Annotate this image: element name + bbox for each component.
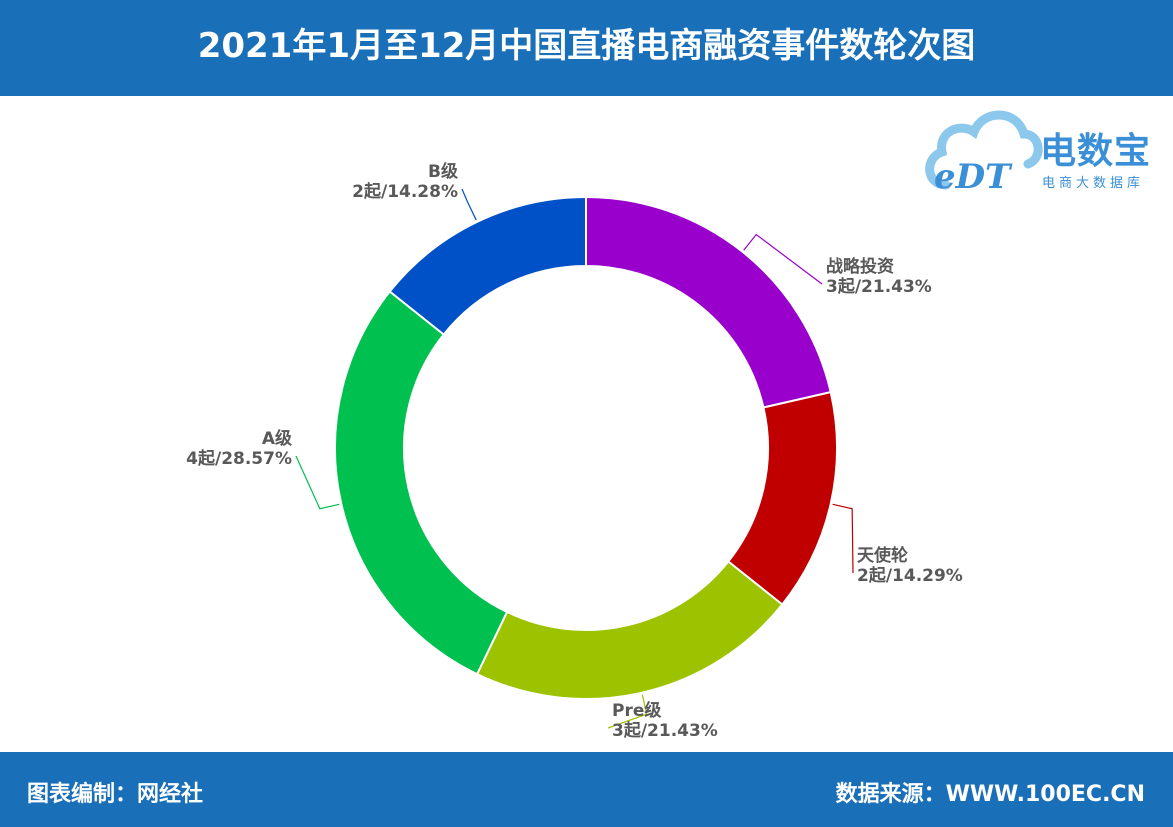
logo-brand: 电数宝 xyxy=(1040,131,1152,172)
slice-name-label: B级 xyxy=(428,161,458,182)
leader-line xyxy=(295,455,340,510)
footer-credit: 图表编制：网经社 xyxy=(27,782,204,807)
slice-name-label: 天使轮 xyxy=(857,545,908,566)
slice-name-label: A级 xyxy=(262,428,292,449)
slice-value-label: 4起/28.57% xyxy=(186,448,292,469)
header-bar: 2021年1月至12月中国直播电商融资事件数轮次图 xyxy=(0,0,1173,96)
donut-slice xyxy=(388,195,587,336)
leader-line xyxy=(832,503,854,574)
donut-slice xyxy=(334,290,509,676)
donut-slice xyxy=(726,390,838,606)
footer-bar: 图表编制：网经社 数据来源：WWW.100EC.CN xyxy=(0,752,1173,827)
slice-value-label: 2起/14.28% xyxy=(352,181,458,202)
leader-line xyxy=(607,694,648,729)
leader-line xyxy=(743,233,823,285)
donut-slice xyxy=(475,560,784,700)
slice-name-label: 战略投资 xyxy=(826,256,894,277)
footer-source: 数据来源：WWW.100EC.CN xyxy=(835,782,1145,807)
slice-name-label: Pre级 xyxy=(612,700,661,721)
logo-mark: eDT xyxy=(934,157,1013,195)
logo-subtitle: 电商大数据库 xyxy=(1042,176,1145,191)
donut-slice xyxy=(585,195,832,409)
cloud-logo-icon: eDT xyxy=(925,110,1043,197)
slice-value-label: 2起/14.29% xyxy=(857,565,963,586)
logo: eDT 电数宝 电商大数据库 xyxy=(924,100,1169,197)
slice-value-label: 3起/21.43% xyxy=(826,276,932,297)
leader-line xyxy=(461,188,477,221)
slice-value-label: 3起/21.43% xyxy=(612,720,718,741)
chart-title: 2021年1月至12月中国直播电商融资事件数轮次图 xyxy=(197,26,976,66)
